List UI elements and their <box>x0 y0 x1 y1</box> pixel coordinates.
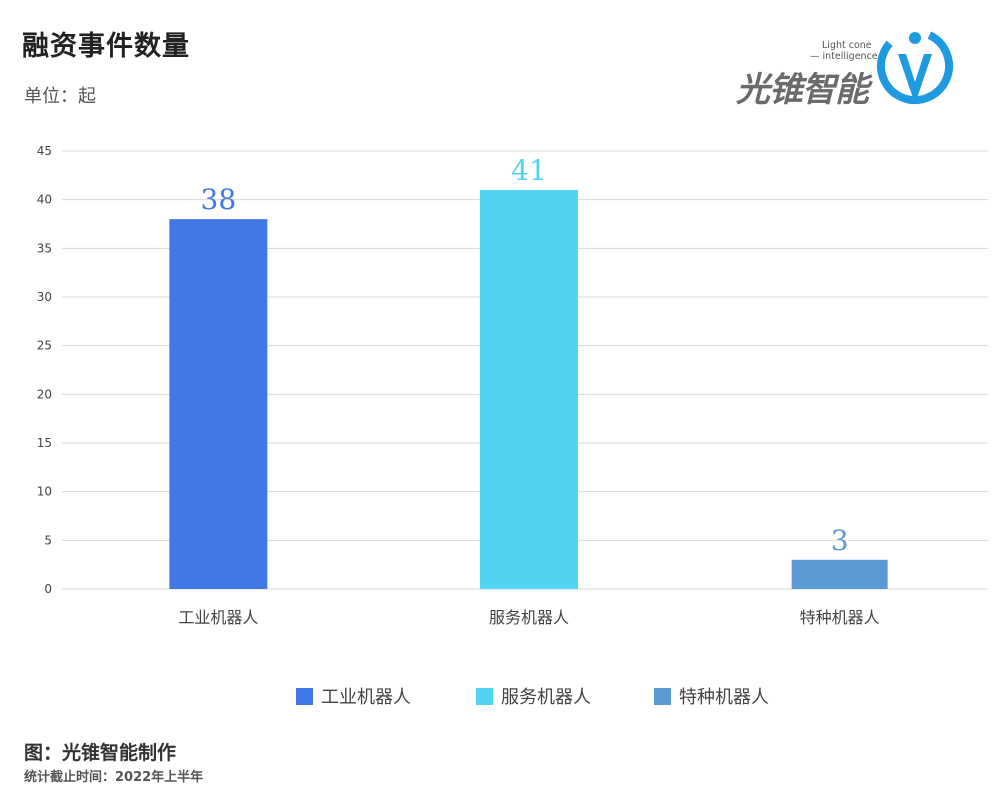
figure-credit: 图：光锥智能制作 <box>24 742 177 764</box>
chart-legend: 工业机器人 服务机器人 特种机器人 <box>0 683 1000 713</box>
statistics-note: 统计截止时间：2022年上半年 <box>24 770 204 785</box>
y-tick-label-5: 5 <box>44 533 52 547</box>
bar-2 <box>480 189 578 589</box>
y-tick-label-0: 0 <box>44 582 52 596</box>
x-tick-label-1: 工业机器人 <box>178 608 258 627</box>
bar-3 <box>791 559 888 589</box>
y-tick-label-15: 15 <box>37 436 52 450</box>
data-label-2: 41 <box>511 154 547 187</box>
legend-item-industrial: 工业机器人 <box>296 683 411 709</box>
y-tick-label-10: 10 <box>37 485 52 499</box>
legend-item-special: 特种机器人 <box>654 683 769 709</box>
data-label-3: 3 <box>831 524 849 557</box>
brand-logo: Light cone — intelligence 光锥智能 <box>730 24 970 114</box>
chart-title: 融资事件数量 <box>22 31 190 62</box>
legend-item-service: 服务机器人 <box>476 683 591 709</box>
logo-english-line-1: Light cone <box>822 40 872 51</box>
y-tick-label-35: 35 <box>37 241 52 255</box>
legend-label-service: 服务机器人 <box>501 687 591 708</box>
bar-1 <box>169 219 268 589</box>
x-tick-label-2: 服务机器人 <box>489 608 569 627</box>
legend-label-industrial: 工业机器人 <box>321 687 411 708</box>
x-tick-label-3: 特种机器人 <box>800 608 880 627</box>
logo-cone-icon <box>877 28 953 104</box>
bar-chart: 0 5 10 15 20 25 30 35 40 45 38 工业机器人 41 服务机器人 3 特种机器人 <box>37 144 988 627</box>
y-tick-label-20: 20 <box>37 387 52 401</box>
data-label-1: 38 <box>201 183 237 216</box>
legend-swatch-special <box>654 687 671 705</box>
logo-english-line-2: — intelligence <box>810 51 878 62</box>
legend-swatch-service <box>476 687 493 705</box>
legend-swatch-industrial <box>296 687 313 705</box>
unit-label: 单位：起 <box>24 86 96 107</box>
y-tick-label-40: 40 <box>37 193 52 207</box>
logo-brand-text: 光锥智能 <box>736 70 869 110</box>
y-tick-label-25: 25 <box>37 339 52 353</box>
legend-label-special: 特种机器人 <box>679 687 769 708</box>
y-tick-label-30: 30 <box>37 290 52 304</box>
y-tick-label-45: 45 <box>37 144 52 158</box>
